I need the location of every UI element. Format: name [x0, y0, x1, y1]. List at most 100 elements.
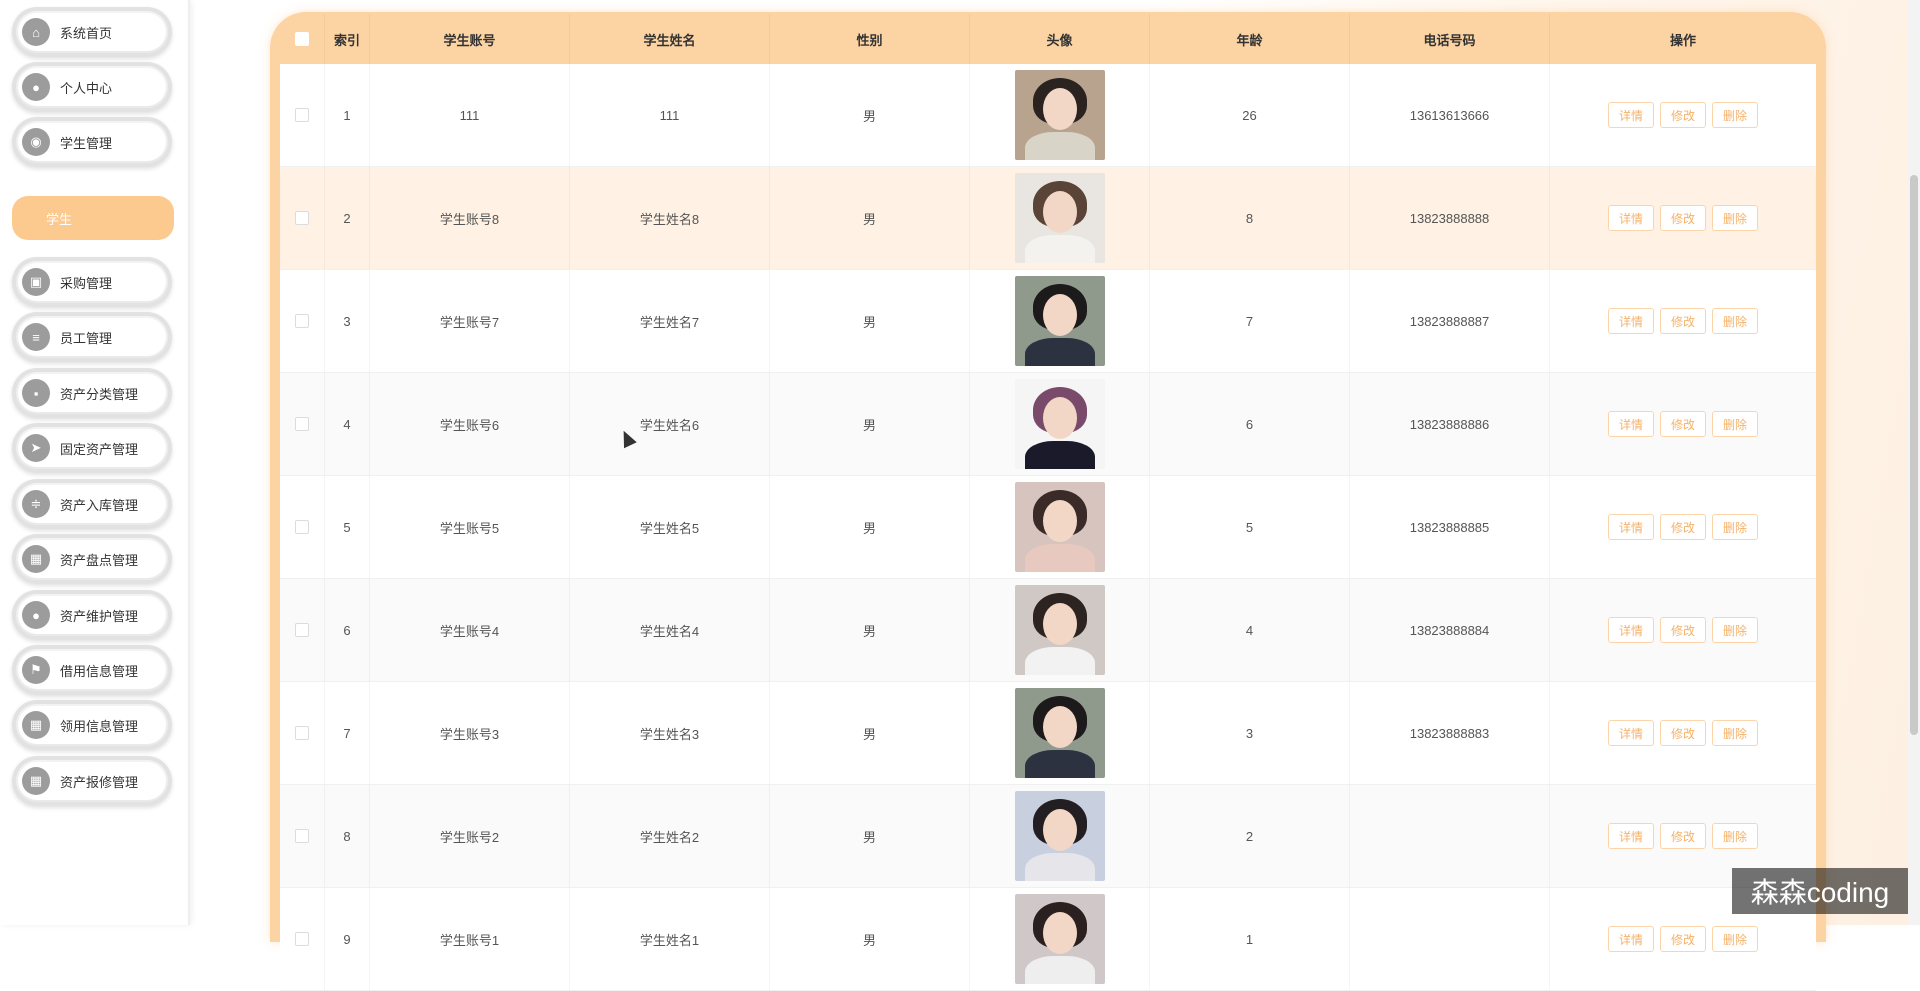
row-select[interactable] [280, 167, 325, 269]
sidebar-item-borrow[interactable]: ⚑ 借用信息管理 [12, 645, 172, 695]
table-row[interactable]: 7 学生账号3 学生姓名3 男 3 13823888883 详情 修改 删除 [280, 682, 1816, 785]
sidebar-item-asset-category[interactable]: ▪ 资产分类管理 [12, 368, 172, 418]
cell-age: 1 [1150, 888, 1350, 990]
cell-phone: 13823888884 [1350, 579, 1550, 681]
cell-sex: 男 [770, 888, 970, 990]
sidebar-item-students[interactable]: ◉ 学生管理 [12, 117, 172, 167]
edit-button[interactable]: 修改 [1660, 205, 1706, 231]
select-all-checkbox[interactable] [295, 32, 309, 46]
sidebar-item-fixed-asset[interactable]: ➤ 固定资产管理 [12, 423, 172, 473]
submenu-item-student[interactable]: 学生 [12, 196, 174, 240]
row-checkbox[interactable] [295, 211, 309, 225]
detail-button[interactable]: 详情 [1608, 720, 1654, 746]
sidebar-item-staff[interactable]: ≡ 员工管理 [12, 312, 172, 362]
table-row[interactable]: 9 学生账号1 学生姓名1 男 1 详情 修改 删除 [280, 888, 1816, 991]
row-checkbox[interactable] [295, 932, 309, 946]
cell-avatar [970, 373, 1150, 475]
row-checkbox[interactable] [295, 108, 309, 122]
edit-button[interactable]: 修改 [1660, 411, 1706, 437]
detail-button[interactable]: 详情 [1608, 411, 1654, 437]
cell-phone [1350, 785, 1550, 887]
row-select[interactable] [280, 579, 325, 681]
sidebar-item-home[interactable]: ⌂ 系统首页 [12, 7, 172, 57]
sidebar-item-label: 资产分类管理 [60, 386, 139, 402]
table-row[interactable]: 5 学生账号5 学生姓名5 男 5 13823888885 详情 修改 删除 [280, 476, 1816, 579]
detail-button[interactable]: 详情 [1608, 823, 1654, 849]
cell-age: 3 [1150, 682, 1350, 784]
avatar[interactable] [1014, 70, 1105, 160]
delete-button[interactable]: 删除 [1712, 720, 1758, 746]
scrollbar-thumb[interactable] [1910, 175, 1918, 735]
row-checkbox[interactable] [295, 829, 309, 843]
sidebar-item-asset-maintenance[interactable]: ● 资产维护管理 [12, 590, 172, 640]
delete-button[interactable]: 删除 [1712, 205, 1758, 231]
cell-name: 学生姓名5 [570, 476, 770, 578]
edit-button[interactable]: 修改 [1660, 617, 1706, 643]
edit-button[interactable]: 修改 [1660, 514, 1706, 540]
row-checkbox[interactable] [295, 726, 309, 740]
sidebar-item-purchase[interactable]: ▣ 采购管理 [12, 257, 172, 307]
avatar[interactable] [1014, 585, 1105, 675]
edit-button[interactable]: 修改 [1660, 102, 1706, 128]
cell-avatar [970, 167, 1150, 269]
row-select[interactable] [280, 785, 325, 887]
sidebar-item-label: 借用信息管理 [60, 663, 139, 679]
avatar[interactable] [1014, 379, 1105, 469]
row-checkbox[interactable] [295, 520, 309, 534]
cell-sex: 男 [770, 476, 970, 578]
table-row[interactable]: 3 学生账号7 学生姓名7 男 7 13823888887 详情 修改 删除 [280, 270, 1816, 373]
table-row[interactable]: 1 111 111 男 26 13613613666 详情 修改 删除 [280, 64, 1816, 167]
edit-button[interactable]: 修改 [1660, 308, 1706, 334]
delete-button[interactable]: 删除 [1712, 514, 1758, 540]
cell-avatar [970, 270, 1150, 372]
delete-button[interactable]: 删除 [1712, 308, 1758, 334]
delete-button[interactable]: 删除 [1712, 411, 1758, 437]
row-checkbox[interactable] [295, 417, 309, 431]
avatar[interactable] [1014, 688, 1105, 778]
table-row[interactable]: 8 学生账号2 学生姓名2 男 2 详情 修改 删除 [280, 785, 1816, 888]
edit-button[interactable]: 修改 [1660, 823, 1706, 849]
detail-button[interactable]: 详情 [1608, 308, 1654, 334]
edit-button[interactable]: 修改 [1660, 926, 1706, 952]
avatar[interactable] [1014, 276, 1105, 366]
avatar[interactable] [1014, 482, 1105, 572]
row-select[interactable] [280, 373, 325, 475]
header-avatar: 头像 [970, 14, 1150, 64]
cell-name: 学生姓名1 [570, 888, 770, 990]
detail-button[interactable]: 详情 [1608, 617, 1654, 643]
sidebar-item-receive[interactable]: ▦ 领用信息管理 [12, 700, 172, 750]
sidebar-item-profile[interactable]: ● 个人中心 [12, 62, 172, 112]
delete-button[interactable]: 删除 [1712, 823, 1758, 849]
page-scrollbar[interactable] [1908, 0, 1920, 925]
detail-button[interactable]: 详情 [1608, 926, 1654, 952]
detail-button[interactable]: 详情 [1608, 514, 1654, 540]
table-row[interactable]: 4 学生账号6 学生姓名6 男 6 13823888886 详情 修改 删除 [280, 373, 1816, 476]
avatar[interactable] [1014, 791, 1105, 881]
sidebar-item-repair[interactable]: ▦ 资产报修管理 [12, 756, 172, 806]
cell-ops: 详情 修改 删除 [1550, 167, 1816, 269]
detail-button[interactable]: 详情 [1608, 205, 1654, 231]
avatar[interactable] [1014, 894, 1105, 984]
delete-button[interactable]: 删除 [1712, 102, 1758, 128]
row-select[interactable] [280, 64, 325, 166]
detail-button[interactable]: 详情 [1608, 102, 1654, 128]
row-select[interactable] [280, 682, 325, 784]
header-select-all[interactable] [280, 14, 325, 64]
sidebar-item-asset-inventory[interactable]: ▦ 资产盘点管理 [12, 534, 172, 584]
edit-button[interactable]: 修改 [1660, 720, 1706, 746]
home-icon: ⌂ [22, 18, 50, 46]
apps-icon: ▦ [22, 711, 50, 739]
table-row[interactable]: 6 学生账号4 学生姓名4 男 4 13823888884 详情 修改 删除 [280, 579, 1816, 682]
sidebar-item-asset-inbound[interactable]: ≑ 资产入库管理 [12, 479, 172, 529]
cell-sex: 男 [770, 64, 970, 166]
cell-index: 2 [325, 167, 370, 269]
row-checkbox[interactable] [295, 623, 309, 637]
delete-button[interactable]: 删除 [1712, 617, 1758, 643]
delete-button[interactable]: 删除 [1712, 926, 1758, 952]
row-select[interactable] [280, 270, 325, 372]
row-select[interactable] [280, 888, 325, 990]
row-checkbox[interactable] [295, 314, 309, 328]
avatar[interactable] [1014, 173, 1105, 263]
row-select[interactable] [280, 476, 325, 578]
table-row[interactable]: 2 学生账号8 学生姓名8 男 8 13823888888 详情 修改 删除 [280, 167, 1816, 270]
